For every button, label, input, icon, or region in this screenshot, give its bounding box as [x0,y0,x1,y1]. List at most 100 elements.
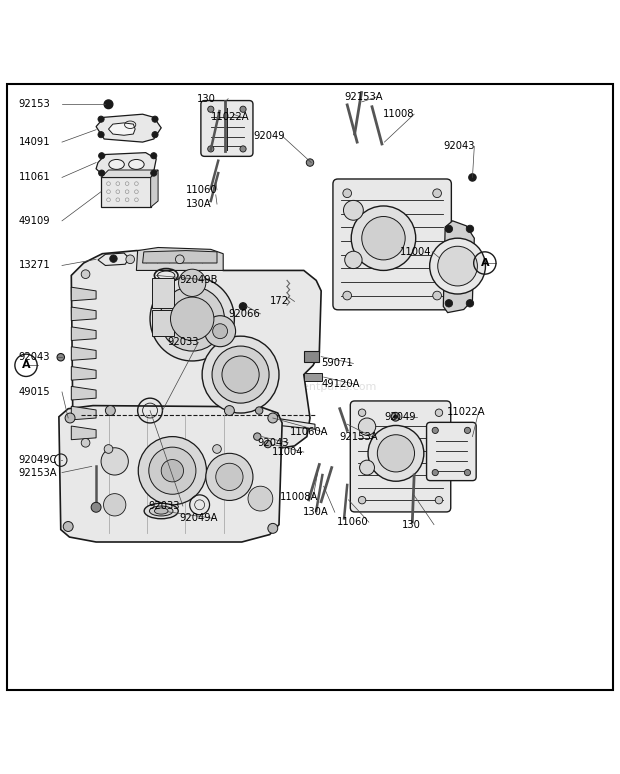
Text: ereplacementparts.com: ereplacementparts.com [243,382,377,392]
Circle shape [343,189,352,197]
Circle shape [306,159,314,166]
Polygon shape [96,115,161,142]
Text: 92043: 92043 [19,352,50,362]
Polygon shape [71,347,96,361]
Circle shape [445,300,453,307]
Text: 92033: 92033 [167,337,199,348]
Text: 11060A: 11060A [290,426,329,437]
Circle shape [138,437,206,505]
Circle shape [208,146,214,152]
Bar [101,177,151,207]
Text: 11060: 11060 [337,517,368,527]
Polygon shape [71,251,321,457]
Text: 130: 130 [197,94,216,104]
Circle shape [255,407,263,414]
Circle shape [179,269,206,296]
FancyBboxPatch shape [350,401,451,512]
Text: 172: 172 [270,296,289,307]
Circle shape [213,444,221,454]
Circle shape [438,246,477,286]
Circle shape [360,461,374,475]
Polygon shape [71,327,96,341]
Circle shape [464,427,471,433]
Text: A: A [480,258,489,268]
Circle shape [104,444,113,454]
Circle shape [175,255,184,264]
Circle shape [240,106,246,112]
Text: 13271: 13271 [19,261,50,270]
Circle shape [63,522,73,532]
Bar [304,373,322,381]
Circle shape [430,238,485,294]
Circle shape [212,346,269,403]
Circle shape [268,523,278,533]
Circle shape [224,406,234,416]
Circle shape [343,200,363,221]
Circle shape [394,415,397,419]
Polygon shape [101,170,158,177]
Circle shape [345,252,362,269]
Circle shape [239,303,247,310]
Circle shape [464,470,471,476]
Circle shape [101,448,128,475]
Text: 92043: 92043 [443,142,475,152]
Text: 49109: 49109 [19,216,50,226]
Circle shape [81,270,90,279]
Circle shape [435,496,443,504]
Ellipse shape [154,508,168,514]
Circle shape [160,286,224,351]
Polygon shape [443,221,474,313]
Text: 92043: 92043 [257,438,289,448]
Circle shape [469,173,476,181]
Circle shape [466,225,474,233]
Text: 92049A: 92049A [180,513,218,523]
Circle shape [254,433,261,440]
Polygon shape [81,410,315,429]
Circle shape [150,276,234,361]
Text: 92153A: 92153A [344,92,383,102]
Text: 49120A: 49120A [321,379,360,389]
Circle shape [99,152,105,159]
Text: 49015: 49015 [19,387,50,397]
Text: 11061: 11061 [19,173,50,183]
Circle shape [391,413,400,421]
Text: 92153A: 92153A [19,467,57,478]
Text: 11022A: 11022A [211,112,249,122]
Circle shape [104,494,126,516]
Circle shape [81,438,90,447]
Polygon shape [71,426,96,440]
Polygon shape [151,170,158,207]
Circle shape [161,460,184,482]
Circle shape [110,255,117,262]
Circle shape [98,116,104,122]
Circle shape [152,116,158,122]
Bar [152,310,174,336]
Text: 92066: 92066 [228,309,260,319]
Polygon shape [71,406,96,420]
Polygon shape [71,367,96,380]
Text: 92153A: 92153A [340,432,378,442]
Ellipse shape [149,506,173,516]
Polygon shape [98,253,129,265]
Circle shape [99,170,105,176]
Circle shape [202,336,279,413]
Circle shape [435,409,443,416]
Circle shape [368,426,424,481]
Text: 11008: 11008 [383,109,415,119]
Text: 92049: 92049 [384,412,416,422]
Polygon shape [71,386,96,400]
Circle shape [358,418,376,435]
Circle shape [240,146,246,152]
Text: 92049C: 92049C [19,455,57,465]
Circle shape [152,132,158,138]
Text: 130: 130 [402,519,420,529]
FancyBboxPatch shape [333,179,451,310]
FancyBboxPatch shape [201,101,253,156]
Polygon shape [71,287,96,301]
Text: 11060: 11060 [186,185,218,195]
Circle shape [248,486,273,511]
Circle shape [98,132,104,138]
Circle shape [264,440,272,448]
Circle shape [126,255,135,264]
Text: 92049: 92049 [253,131,285,141]
